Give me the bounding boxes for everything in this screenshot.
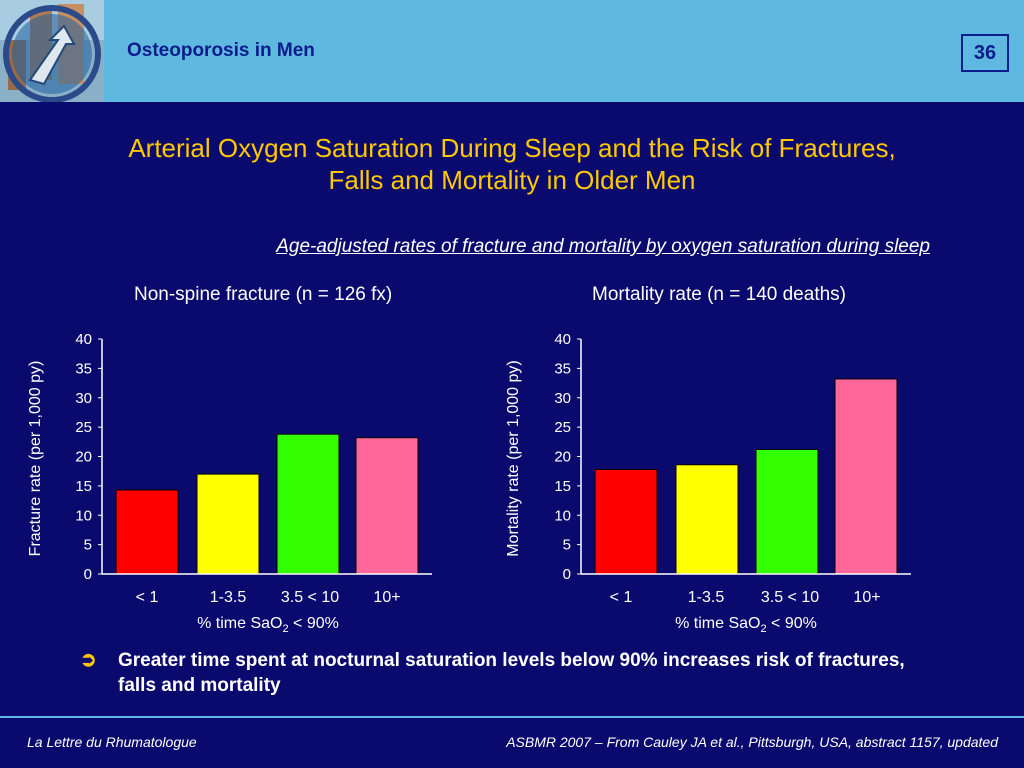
chart2-category-label-3: 3.5 < 10 (761, 589, 819, 606)
chart1-ytick-label-3: 15 (75, 478, 92, 495)
logo (0, 0, 104, 102)
slide-title-line2: Falls and Mortality in Older Men (328, 165, 696, 195)
chart1-ytick-label-1: 5 (84, 537, 92, 554)
chart1-ytick-label-4: 20 (75, 449, 92, 466)
chart1-y-axis-label: Fracture rate (per 1,000 py) (27, 361, 44, 557)
slide-title-line1: Arterial Oxygen Saturation During Sleep … (128, 133, 896, 163)
chart2-ytick-label-8: 40 (554, 331, 571, 348)
chart1-ytick-label-8: 40 (75, 331, 92, 348)
chart1-title: Non-spine fracture (n = 126 fx) (134, 284, 393, 305)
bullet-text: Greater time spent at nocturnal saturati… (118, 650, 905, 696)
chart1-bar-4 (355, 437, 419, 575)
chart2-category-label-4: 10+ (853, 589, 880, 606)
chart2-ytick-label-6: 30 (554, 390, 571, 407)
chart1-category-label-4: 10+ (373, 589, 400, 606)
chart2-ytick-label-0: 0 (563, 566, 571, 583)
footer-source-right: ASBMR 2007 – From Cauley JA et al., Pitt… (506, 734, 998, 750)
chart1-category-label-2: 1-3.5 (210, 589, 247, 606)
header-title: Osteoporosis in Men (127, 40, 315, 61)
chart1-bar-3 (276, 433, 340, 575)
footer-source-left: La Lettre du Rhumatologue (27, 734, 197, 750)
chart1-category-label-1: < 1 (136, 589, 159, 606)
chart2-ytick-label-4: 20 (554, 449, 571, 466)
bullet-arrow-icon: ➲ (80, 649, 97, 671)
chart2-ytick-label-5: 25 (554, 419, 571, 436)
slide-number: 36 (961, 34, 1009, 72)
chart2-category-label-1: < 1 (610, 589, 633, 606)
chart-subtitle: Age-adjusted rates of fracture and morta… (276, 236, 930, 257)
chart2-ytick-label-3: 15 (554, 478, 571, 495)
footer-divider (0, 716, 1024, 718)
chart2-category-label-2: 1-3.5 (688, 589, 725, 606)
chart2-ytick-label-1: 5 (563, 537, 571, 554)
chart2-ytick-label-7: 35 (554, 360, 571, 377)
chart2-y-axis-label: Mortality rate (per 1,000 py) (505, 360, 522, 557)
chart1-ytick-label-2: 10 (75, 507, 92, 524)
chart1-ytick-label-0: 0 (84, 566, 92, 583)
chart2-bar-1 (594, 468, 658, 575)
chart1-ytick-label-5: 25 (75, 419, 92, 436)
chart1-x-axis-label: % time SaO2 < 90% (197, 615, 339, 635)
chart1-ytick-label-7: 35 (75, 360, 92, 377)
chart2-bar-4 (834, 378, 898, 575)
chart1-bar-1 (115, 489, 179, 575)
chart2-bar-3 (755, 448, 819, 575)
chart2-bar-2 (675, 464, 739, 575)
header-bar: Osteoporosis in Men 36 (0, 0, 1024, 102)
chart2-title: Mortality rate (n = 140 deaths) (592, 284, 846, 305)
chart2-x-axis-label: % time SaO2 < 90% (675, 615, 817, 635)
chart1-ytick-label-6: 30 (75, 390, 92, 407)
chart2-ytick-label-2: 10 (554, 507, 571, 524)
slide-title: Arterial Oxygen Saturation During Sleep … (40, 132, 984, 196)
chart1-bar-2 (196, 473, 260, 575)
chart1-category-label-3: 3.5 < 10 (281, 589, 339, 606)
